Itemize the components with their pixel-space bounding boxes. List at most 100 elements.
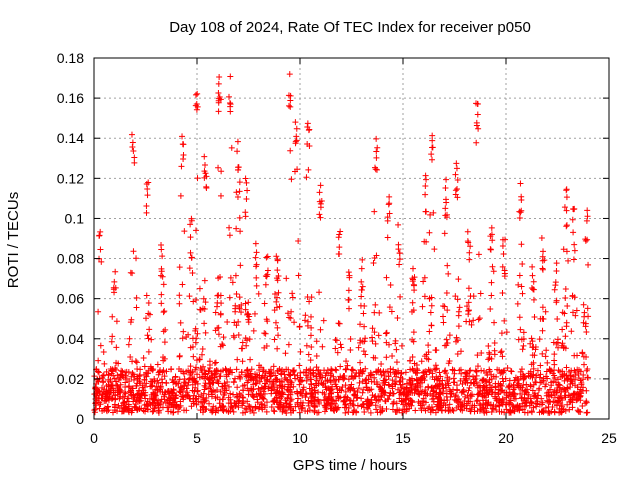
data-point bbox=[253, 391, 260, 398]
data-point bbox=[453, 392, 460, 399]
data-point bbox=[179, 281, 186, 288]
data-point bbox=[359, 389, 366, 396]
data-point bbox=[346, 305, 353, 312]
data-point bbox=[363, 384, 370, 391]
data-point bbox=[412, 383, 419, 390]
data-point bbox=[413, 362, 420, 369]
data-point bbox=[436, 391, 443, 398]
data-point bbox=[480, 401, 487, 408]
data-point bbox=[346, 274, 353, 281]
data-point bbox=[274, 256, 281, 263]
y-axis-title: ROTI / TECUs bbox=[5, 192, 22, 288]
data-point bbox=[399, 409, 406, 416]
data-point bbox=[360, 386, 367, 393]
data-point bbox=[543, 392, 550, 399]
data-point bbox=[500, 251, 507, 257]
data-point bbox=[187, 221, 194, 228]
data-point bbox=[516, 272, 523, 279]
data-point bbox=[322, 383, 329, 390]
data-point bbox=[501, 409, 508, 416]
data-point bbox=[130, 392, 137, 399]
data-point bbox=[511, 408, 518, 415]
data-point bbox=[349, 409, 356, 416]
data-point bbox=[227, 103, 234, 110]
data-point bbox=[393, 346, 400, 353]
data-point bbox=[111, 375, 118, 382]
data-point bbox=[362, 335, 369, 342]
data-point bbox=[451, 367, 458, 374]
data-point bbox=[234, 356, 241, 363]
data-point bbox=[584, 207, 591, 214]
data-point bbox=[492, 384, 499, 391]
data-point bbox=[316, 289, 323, 296]
data-point bbox=[128, 131, 135, 138]
data-point bbox=[133, 382, 140, 389]
data-point bbox=[127, 319, 134, 326]
data-point bbox=[505, 382, 512, 389]
data-point bbox=[212, 327, 219, 334]
data-point bbox=[453, 338, 460, 345]
data-point bbox=[539, 327, 546, 334]
data-point bbox=[294, 166, 301, 173]
data-point bbox=[301, 317, 308, 324]
data-point bbox=[466, 256, 473, 263]
data-point bbox=[473, 100, 480, 107]
data-point bbox=[239, 358, 246, 365]
data-point bbox=[252, 240, 259, 247]
data-point bbox=[260, 395, 267, 402]
data-point bbox=[551, 351, 558, 358]
data-point bbox=[394, 406, 401, 413]
data-point bbox=[494, 366, 501, 373]
data-point bbox=[378, 371, 385, 378]
data-point bbox=[518, 241, 525, 248]
data-point bbox=[253, 249, 260, 256]
data-point bbox=[109, 333, 116, 340]
data-point bbox=[497, 349, 504, 356]
data-point bbox=[349, 401, 356, 408]
data-point bbox=[159, 273, 166, 280]
data-point bbox=[203, 173, 210, 180]
data-point bbox=[277, 382, 284, 389]
data-point bbox=[236, 373, 243, 380]
data-point bbox=[473, 122, 480, 129]
data-point bbox=[369, 325, 376, 332]
data-point bbox=[471, 408, 478, 415]
data-point bbox=[335, 234, 342, 241]
data-point bbox=[414, 367, 421, 374]
data-point bbox=[232, 272, 239, 279]
data-point bbox=[554, 376, 561, 383]
data-point bbox=[261, 300, 268, 307]
data-point bbox=[117, 381, 124, 388]
data-point bbox=[95, 308, 102, 315]
data-point bbox=[422, 399, 429, 406]
data-point bbox=[308, 343, 315, 350]
data-point bbox=[551, 394, 558, 401]
x-tick-label: 10 bbox=[292, 430, 308, 446]
data-point bbox=[305, 127, 312, 134]
data-point bbox=[197, 365, 204, 372]
data-point bbox=[581, 361, 588, 368]
data-point bbox=[244, 337, 251, 344]
data-point bbox=[454, 399, 461, 406]
data-point bbox=[113, 359, 120, 366]
data-point bbox=[359, 283, 366, 290]
data-point bbox=[492, 395, 499, 402]
data-point bbox=[286, 71, 293, 78]
data-point bbox=[361, 404, 368, 411]
data-point bbox=[458, 401, 465, 408]
data-point bbox=[539, 266, 546, 273]
y-tick-label: 0.06 bbox=[57, 291, 84, 307]
data-point bbox=[264, 376, 271, 383]
data-point bbox=[174, 380, 181, 387]
data-point bbox=[553, 399, 560, 406]
data-point bbox=[142, 372, 149, 379]
data-point bbox=[425, 342, 432, 349]
data-point bbox=[338, 387, 345, 394]
data-point bbox=[538, 234, 545, 241]
data-point bbox=[176, 300, 183, 307]
data-point bbox=[406, 376, 413, 383]
data-point bbox=[250, 327, 257, 334]
data-point bbox=[191, 388, 198, 395]
data-point bbox=[273, 294, 280, 301]
data-point bbox=[519, 346, 526, 353]
